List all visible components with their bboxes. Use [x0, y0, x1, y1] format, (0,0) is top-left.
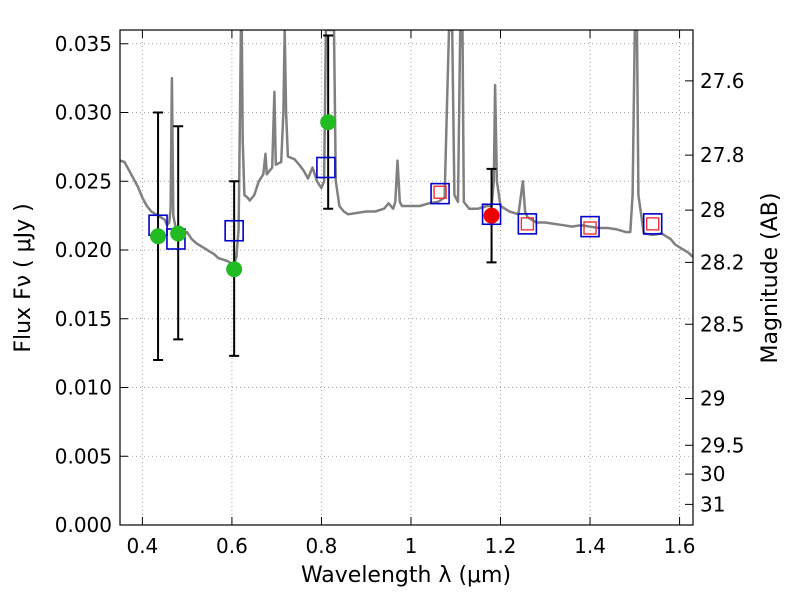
right-tick-label: 28	[700, 198, 725, 222]
model-photometry-square	[580, 215, 600, 238]
model-photometry-square	[517, 213, 538, 235]
observed-point	[483, 207, 500, 224]
y-tick-label: 0.025	[55, 169, 112, 193]
ticks: 0.4 0.6 0.8 1 1.2 1.4 1.6 0.000 0.005 0.010 0.015 0…	[55, 30, 745, 558]
right-tick-label: 28.2	[700, 250, 745, 274]
upper-limit-square	[520, 217, 535, 231]
y-axis-label: Flux Fν ( μJy )	[11, 203, 36, 352]
x-tick-label: 0.6	[216, 534, 248, 558]
x-tick-label: 1.6	[664, 534, 696, 558]
right-tick-label: 29	[700, 387, 725, 411]
observed-point	[150, 228, 167, 245]
right-tick-label: 27.6	[700, 69, 745, 93]
model-photometry-square	[316, 156, 336, 179]
y-tick-label: 0.000	[55, 513, 112, 537]
observed-point	[170, 225, 187, 242]
y-axis-right-label: Magnitude (AB)	[758, 193, 783, 364]
x-tick-label: 1.4	[574, 534, 606, 558]
model-photometry-square	[430, 182, 450, 205]
model-photometry-square	[481, 203, 502, 226]
model-photometry-square	[642, 213, 663, 235]
right-tick-label: 29.5	[700, 433, 745, 457]
y-tick-label: 0.010	[55, 376, 112, 400]
right-tick-label: 30	[700, 462, 725, 486]
y-tick-label: 0.015	[55, 307, 112, 331]
x-tick-label: 1.2	[485, 534, 517, 558]
grid	[120, 30, 693, 526]
plot-area	[120, 30, 693, 266]
error-bars	[148, 34, 663, 361]
x-axis-label: Wavelength λ (μm)	[301, 563, 511, 588]
plot-frame	[119, 29, 694, 526]
observed-point	[226, 261, 243, 278]
right-tick-label: 28.5	[700, 312, 745, 336]
upper-limit-square	[646, 217, 660, 231]
y-tick-label: 0.005	[55, 444, 112, 468]
y-tick-label: 0.020	[55, 238, 112, 262]
right-tick-label: 27.8	[700, 143, 745, 167]
upper-limit-square	[433, 185, 447, 199]
x-tick-label: 0.4	[126, 534, 158, 558]
x-tick-label: 1	[405, 534, 418, 558]
observed-point	[320, 114, 337, 131]
y-tick-label: 0.030	[55, 101, 112, 125]
y-tick-label: 0.035	[55, 32, 112, 56]
sed-model-line	[120, 30, 693, 266]
right-tick-label: 31	[700, 492, 725, 516]
upper-limit-square	[583, 221, 597, 235]
x-tick-label: 0.8	[306, 534, 338, 558]
model-photometry-square	[224, 219, 244, 242]
